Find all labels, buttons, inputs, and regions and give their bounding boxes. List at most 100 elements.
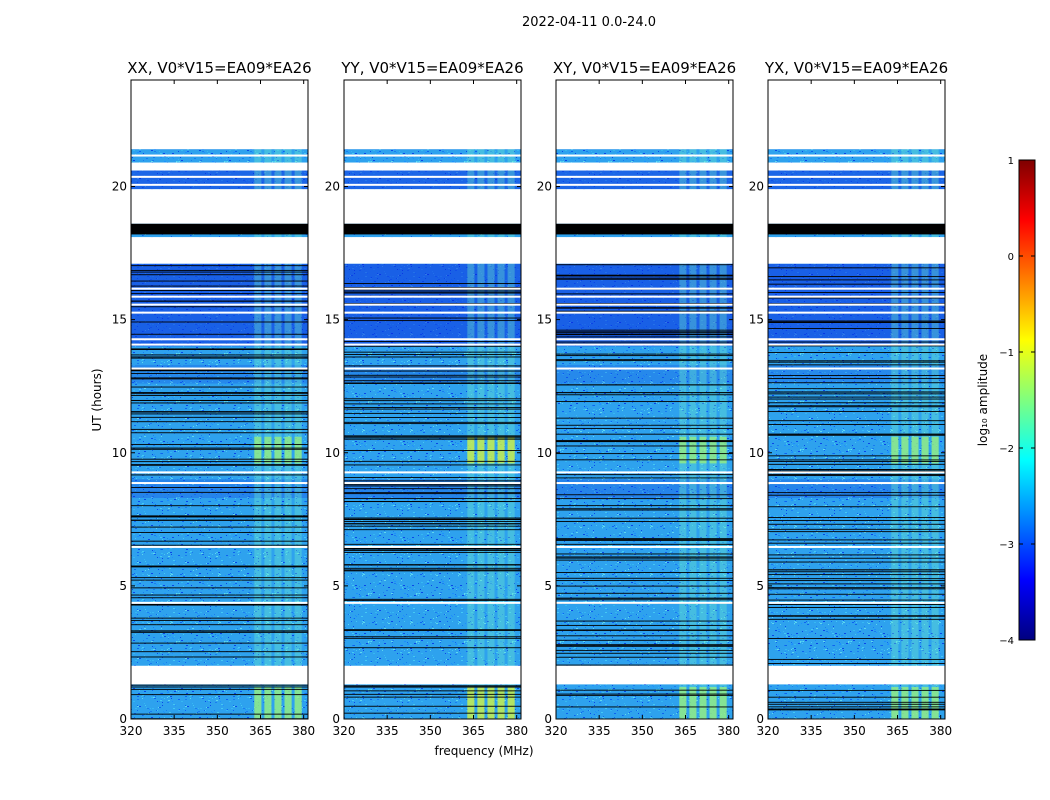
flag-line xyxy=(556,474,733,476)
rfi-hotspot xyxy=(487,687,495,719)
rfi-hotspot xyxy=(911,436,919,464)
flag-line xyxy=(556,620,733,622)
x-tick-label: 380 xyxy=(717,724,740,738)
colorbar-tick-label: −1 xyxy=(999,348,1014,359)
gap-line xyxy=(768,154,945,157)
flag-line xyxy=(131,631,308,633)
flag-line xyxy=(556,644,733,646)
flag-line xyxy=(768,470,945,472)
flag-line xyxy=(344,712,521,714)
flag-line xyxy=(768,388,945,390)
flag-line xyxy=(131,280,308,282)
flag-line xyxy=(131,285,308,287)
flag-line xyxy=(131,526,308,528)
flag-line xyxy=(131,402,308,404)
no-data-region xyxy=(768,162,945,171)
flag-line xyxy=(131,474,308,476)
flag-line xyxy=(556,477,733,479)
flag-line xyxy=(768,469,945,471)
gap-line xyxy=(344,287,521,290)
flag-line xyxy=(344,283,521,284)
flag-line xyxy=(131,356,308,358)
flag-line xyxy=(131,393,308,395)
flag-line xyxy=(556,401,733,403)
flag-line xyxy=(131,416,308,418)
gap-line xyxy=(344,303,521,306)
no-data-region xyxy=(768,237,945,264)
flag-line xyxy=(556,441,733,442)
rfi-column xyxy=(294,80,302,719)
colorbar-gradient xyxy=(1018,159,1036,641)
x-tick-label: 335 xyxy=(800,724,823,738)
flag-line xyxy=(131,617,308,619)
gap-line xyxy=(556,482,733,485)
flag-line xyxy=(768,276,945,278)
rfi-hotspot xyxy=(679,436,687,464)
flag-line xyxy=(344,376,521,378)
flag-line xyxy=(344,567,521,569)
flag-line xyxy=(768,411,945,413)
flag-line xyxy=(131,540,308,542)
colorbar: −4 −3 −2 −1 0 1 log₁₀ amplitude xyxy=(976,156,1036,647)
x-tick-label: 365 xyxy=(249,724,272,738)
flag-line xyxy=(556,624,733,626)
flag-line xyxy=(768,398,945,400)
flag-line xyxy=(131,531,308,533)
flag-line xyxy=(344,498,521,500)
flag-line xyxy=(556,439,733,441)
x-tick-label: 380 xyxy=(929,724,952,738)
rfi-hotspot xyxy=(709,436,717,464)
flag-line xyxy=(556,508,733,510)
flag-line xyxy=(768,402,945,404)
gap-line xyxy=(344,545,521,548)
flag-line xyxy=(344,564,521,566)
flag-line xyxy=(344,437,521,439)
flag-line xyxy=(131,448,308,450)
flag-line xyxy=(768,593,945,595)
flag-line xyxy=(556,310,733,312)
flag-line xyxy=(344,569,521,571)
flag-line xyxy=(131,377,308,379)
y-tick-label: 20 xyxy=(749,180,764,194)
gap-line xyxy=(131,175,308,178)
flag-line xyxy=(556,360,733,362)
rfi-hotspot xyxy=(294,436,302,464)
flag-line xyxy=(131,428,308,430)
flag-line xyxy=(131,505,308,507)
flag-line xyxy=(131,516,308,518)
flag-line xyxy=(768,554,945,556)
y-tick-label: 0 xyxy=(756,712,764,726)
flag-line xyxy=(768,615,945,617)
flag-line xyxy=(131,544,308,546)
flag-line xyxy=(344,435,521,437)
flag-line xyxy=(556,664,733,666)
gap-line xyxy=(556,154,733,157)
flag-line xyxy=(556,577,733,579)
x-tick-label: 320 xyxy=(545,724,568,738)
gap-line xyxy=(131,471,308,474)
no-data-region xyxy=(556,189,733,224)
flag-line xyxy=(344,382,521,384)
gap-line xyxy=(768,295,945,298)
no-data-region xyxy=(344,237,521,264)
flag-line xyxy=(556,334,733,336)
gap-line xyxy=(131,154,308,157)
gap-line xyxy=(344,295,521,298)
flag-line xyxy=(556,303,733,304)
flag-line xyxy=(556,427,733,429)
flag-line xyxy=(768,267,945,269)
flag-line xyxy=(768,696,945,698)
flag-line xyxy=(131,566,308,568)
flag-line xyxy=(344,317,521,319)
rfi-column xyxy=(507,80,515,719)
flag-line xyxy=(131,577,308,579)
panel-frame xyxy=(767,79,946,720)
rfi-hotspot xyxy=(931,687,939,719)
flag-line xyxy=(556,689,733,691)
flag-line xyxy=(768,506,945,508)
rfi-column xyxy=(679,80,687,719)
flag-line xyxy=(768,322,945,323)
flag-line xyxy=(768,405,945,407)
flag-line xyxy=(344,287,521,288)
flag-line xyxy=(556,307,733,309)
